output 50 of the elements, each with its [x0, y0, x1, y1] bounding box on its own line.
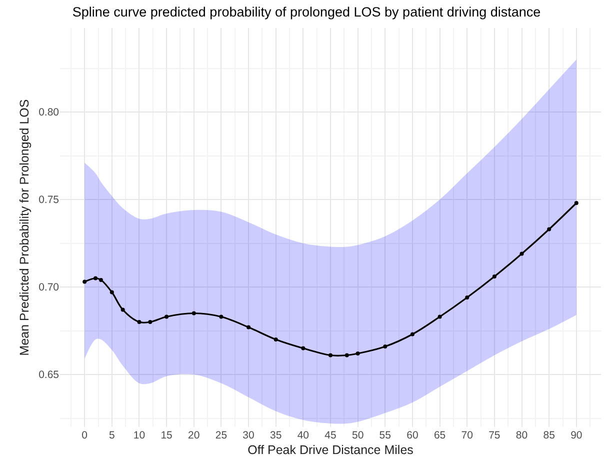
- y-tick-label: 0.75: [38, 194, 60, 206]
- point: [94, 276, 98, 280]
- y-tick-label: 0.65: [38, 369, 60, 382]
- point: [344, 353, 349, 358]
- x-tick-label: 70: [461, 430, 474, 442]
- point: [164, 314, 169, 319]
- point: [274, 338, 278, 342]
- point: [574, 201, 578, 205]
- x-tick-label: 45: [324, 430, 336, 442]
- point: [492, 274, 496, 278]
- x-tick-label: 65: [434, 430, 446, 442]
- x-axis-title: Off Peak Drive Distance Miles: [248, 442, 414, 457]
- point: [438, 314, 442, 319]
- x-tick-label: 40: [297, 430, 310, 442]
- x-tick-label: 50: [352, 430, 364, 442]
- point: [192, 311, 196, 316]
- x-tick-label: 10: [133, 430, 146, 442]
- point: [137, 320, 142, 324]
- point: [547, 227, 552, 232]
- point: [410, 332, 414, 336]
- x-tick-label: 90: [570, 430, 582, 442]
- point: [356, 352, 360, 356]
- point: [520, 252, 524, 256]
- point: [383, 344, 388, 348]
- y-tick-label: 0.80: [38, 106, 60, 119]
- x-tick-label: 30: [242, 430, 255, 442]
- x-tick-label: 80: [516, 430, 528, 442]
- point: [82, 280, 87, 284]
- x-tick-label: 15: [160, 430, 173, 442]
- point: [328, 353, 332, 358]
- chart-title: Spline curve predicted probability of prolonged LOS by patient driving distance: [72, 4, 541, 20]
- x-tick-label: 20: [188, 430, 200, 442]
- point: [219, 314, 224, 319]
- point: [110, 290, 114, 294]
- point: [301, 346, 306, 350]
- x-tick-label: 55: [379, 430, 392, 442]
- x-tick-label: 5: [108, 430, 115, 442]
- y-axis-title: Mean Predicted Probability for Prolonged LOS: [18, 99, 32, 356]
- point: [148, 320, 152, 324]
- point: [120, 308, 125, 312]
- x-tick-label: 35: [270, 430, 282, 442]
- y-tick-label: 0.70: [38, 282, 60, 294]
- point: [246, 325, 251, 330]
- x-tick-label: 85: [543, 430, 556, 442]
- x-tick-label: 25: [215, 430, 228, 442]
- x-tick-label: 60: [406, 430, 418, 442]
- point: [465, 296, 470, 300]
- x-tick-label: 0: [82, 430, 88, 442]
- x-tick-label: 75: [488, 430, 500, 442]
- point: [98, 278, 103, 282]
